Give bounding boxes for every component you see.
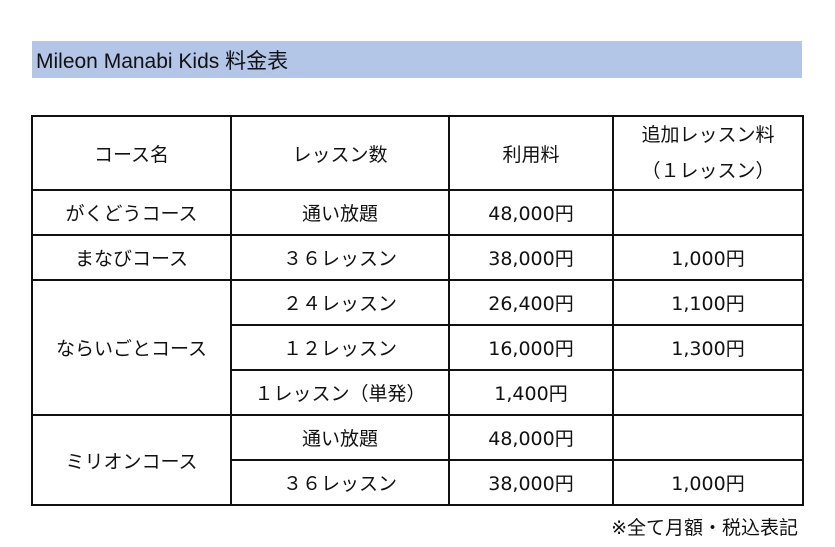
fee-cell: 26,400円 <box>448 279 614 326</box>
table-row: １レッスン（単発） 1,400円 <box>32 369 804 416</box>
table-row: がくどうコース 通い放題 48,000円 <box>31 189 804 236</box>
fee-cell: 38,000円 <box>448 459 614 506</box>
lessons-cell: ３６レッスン <box>230 234 450 281</box>
fee-table: コース名 レッスン数 利用料 追加レッスン料 （１レッスン） がくどうコース 通… <box>31 115 804 506</box>
lessons-cell: 通い放題 <box>230 414 450 461</box>
lessons-cell: １レッスン（単発） <box>230 369 450 416</box>
lessons-cell: ３６レッスン <box>230 459 450 506</box>
fee-cell: 1,400円 <box>448 369 614 416</box>
table-header-row: コース名 レッスン数 利用料 追加レッスン料 （１レッスン） <box>31 115 804 191</box>
table-row: ミリオンコース 通い放題 48,000円 <box>31 414 804 506</box>
table-row: ならいごとコース ２４レッスン 26,400円 1,100円 <box>31 279 804 416</box>
extra-fee-cell: 1,000円 <box>612 234 804 281</box>
header-lessons: レッスン数 <box>230 115 450 191</box>
header-fee: 利用料 <box>448 115 614 191</box>
lessons-cell: 通い放題 <box>230 189 450 236</box>
fee-cell: 16,000円 <box>448 324 614 371</box>
extra-fee-cell <box>612 369 804 416</box>
table-row: ３６レッスン 38,000円 1,000円 <box>32 459 804 506</box>
extra-fee-cell: 1,100円 <box>612 279 804 326</box>
fee-cell: 48,000円 <box>448 414 614 461</box>
page-title: Mileon Manabi Kids 料金表 <box>32 41 802 78</box>
header-extra-line1: 追加レッスン料 <box>641 124 775 146</box>
course-cell: ならいごとコース <box>31 279 232 416</box>
header-extra-line2: （１レッスン） <box>641 160 775 182</box>
lessons-cell: １２レッスン <box>230 324 450 371</box>
lessons-cell: ２４レッスン <box>230 279 450 326</box>
extra-fee-cell <box>612 189 804 236</box>
extra-fee-cell: 1,300円 <box>612 324 804 371</box>
fee-cell: 38,000円 <box>448 234 614 281</box>
extra-fee-cell <box>612 414 804 461</box>
fee-cell: 48,000円 <box>448 189 614 236</box>
course-cell: ミリオンコース <box>31 414 232 506</box>
header-extra-fee: 追加レッスン料 （１レッスン） <box>612 115 804 191</box>
tax-note: ※全て月額・税込表記 <box>611 517 798 539</box>
course-cell: がくどうコース <box>31 189 232 236</box>
course-cell: まなびコース <box>31 234 232 281</box>
table-row: １２レッスン 16,000円 1,300円 <box>32 324 804 371</box>
extra-fee-cell: 1,000円 <box>612 459 804 506</box>
table-row: まなびコース ３６レッスン 38,000円 1,000円 <box>31 234 804 281</box>
header-course: コース名 <box>31 115 232 191</box>
